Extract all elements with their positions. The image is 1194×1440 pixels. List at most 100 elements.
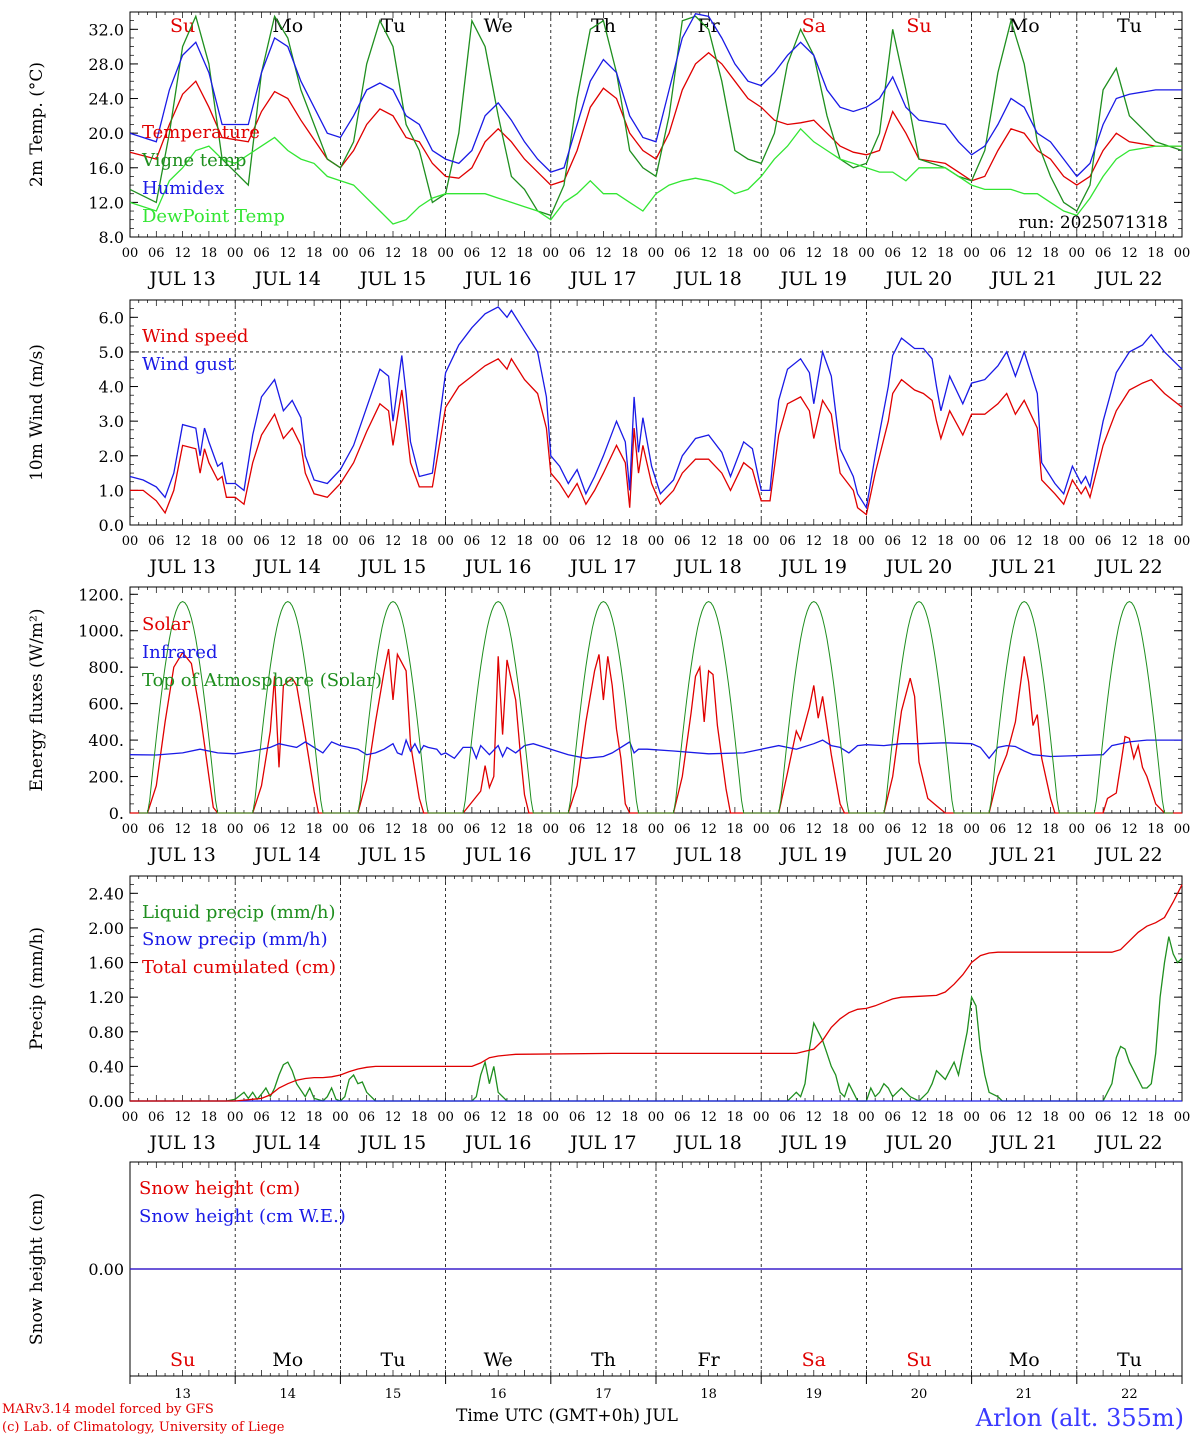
series-line bbox=[130, 884, 1183, 1102]
y-tick-label: 12.0 bbox=[88, 193, 124, 212]
x-axis-title: Time UTC (GMT+0h) JUL bbox=[456, 1406, 678, 1426]
hour-tick-label: 18 bbox=[1147, 822, 1164, 837]
hour-tick-label: 12 bbox=[174, 246, 191, 261]
hour-tick-label: 06 bbox=[253, 822, 270, 837]
hour-tick-label: 06 bbox=[779, 534, 796, 549]
hour-tick-label: 00 bbox=[437, 534, 454, 549]
hour-tick-label: 00 bbox=[122, 534, 139, 549]
hour-tick-label: 12 bbox=[595, 246, 612, 261]
hour-tick-label: 06 bbox=[464, 822, 481, 837]
hour-tick-label: 12 bbox=[280, 246, 297, 261]
weekday-label: Fr bbox=[697, 1349, 720, 1371]
day-label: JUL 22 bbox=[1094, 844, 1162, 866]
series-line bbox=[129, 12, 1182, 178]
hour-tick-label: 12 bbox=[700, 534, 717, 549]
hour-tick-label: 00 bbox=[1174, 534, 1191, 549]
hour-tick-label: 00 bbox=[963, 246, 980, 261]
y-tick-label: 1200. bbox=[78, 585, 124, 604]
hour-tick-label: 00 bbox=[437, 1110, 454, 1125]
hour-tick-label: 18 bbox=[1147, 534, 1164, 549]
hour-tick-label: 00 bbox=[858, 1110, 875, 1125]
weekday-label: Th bbox=[591, 1349, 616, 1371]
hour-tick-label: 12 bbox=[1121, 822, 1138, 837]
day-number-label: 16 bbox=[490, 1387, 507, 1402]
hour-tick-label: 18 bbox=[411, 534, 428, 549]
day-number-label: 17 bbox=[595, 1387, 612, 1402]
y-tick-label: 20.0 bbox=[88, 124, 124, 143]
hour-tick-label: 06 bbox=[358, 1110, 375, 1125]
hour-tick-label: 00 bbox=[332, 534, 349, 549]
day-label: JUL 21 bbox=[989, 556, 1057, 578]
hour-tick-label: 12 bbox=[490, 246, 507, 261]
day-label: JUL 14 bbox=[253, 556, 321, 578]
legend-entry: Wind gust bbox=[142, 354, 235, 375]
hour-tick-label: 06 bbox=[569, 822, 586, 837]
hour-tick-label: 12 bbox=[806, 246, 823, 261]
y-axis-label: 2m Temp. (°C) bbox=[27, 62, 47, 187]
day-label: JUL 22 bbox=[1094, 556, 1162, 578]
y-tick-label: 2.00 bbox=[88, 919, 124, 938]
hour-tick-label: 00 bbox=[1069, 534, 1086, 549]
hour-tick-label: 18 bbox=[727, 246, 744, 261]
hour-tick-label: 06 bbox=[358, 534, 375, 549]
hour-tick-label: 12 bbox=[1016, 246, 1033, 261]
legend-entry: Total cumulated (cm) bbox=[142, 957, 336, 978]
hour-tick-label: 18 bbox=[306, 1110, 323, 1125]
day-label: JUL 19 bbox=[779, 844, 847, 866]
hour-tick-label: 18 bbox=[937, 822, 954, 837]
day-number-label: 19 bbox=[806, 1387, 823, 1402]
hour-tick-label: 00 bbox=[648, 246, 665, 261]
day-label: JUL 21 bbox=[989, 268, 1057, 290]
hour-tick-label: 18 bbox=[937, 1110, 954, 1125]
hour-tick-label: 12 bbox=[700, 822, 717, 837]
hour-tick-label: 06 bbox=[779, 1110, 796, 1125]
hour-tick-label: 18 bbox=[727, 1110, 744, 1125]
day-label: JUL 13 bbox=[147, 1132, 215, 1154]
hour-tick-label: 00 bbox=[543, 246, 560, 261]
y-axis-label: Snow height (cm) bbox=[27, 1193, 47, 1345]
hour-tick-label: 06 bbox=[884, 822, 901, 837]
legend-entry: Top of Atmosphere (Solar) bbox=[142, 670, 382, 691]
weekday-label: Mo bbox=[1009, 15, 1040, 37]
hour-tick-label: 18 bbox=[621, 1110, 638, 1125]
y-tick-label: 1.0 bbox=[99, 481, 124, 500]
hour-tick-label: 00 bbox=[543, 534, 560, 549]
hour-tick-label: 18 bbox=[1147, 246, 1164, 261]
y-tick-label: 4.0 bbox=[99, 378, 124, 397]
legend-entry: Wind speed bbox=[142, 326, 248, 347]
hour-tick-label: 18 bbox=[306, 822, 323, 837]
day-label: JUL 17 bbox=[568, 556, 636, 578]
hour-tick-label: 00 bbox=[753, 246, 770, 261]
weekday-label: We bbox=[484, 1349, 513, 1371]
hour-tick-label: 06 bbox=[464, 1110, 481, 1125]
day-label: JUL 16 bbox=[463, 844, 531, 866]
hour-tick-label: 12 bbox=[595, 1110, 612, 1125]
hour-tick-label: 12 bbox=[595, 534, 612, 549]
hour-tick-label: 06 bbox=[990, 822, 1007, 837]
y-axis-label: Energy fluxes (W/m²) bbox=[27, 609, 47, 792]
hour-tick-label: 12 bbox=[911, 1110, 928, 1125]
hour-tick-label: 00 bbox=[648, 822, 665, 837]
y-tick-label: 800. bbox=[88, 658, 124, 677]
hour-tick-label: 12 bbox=[385, 534, 402, 549]
hour-tick-label: 06 bbox=[990, 246, 1007, 261]
day-label: JUL 18 bbox=[673, 556, 741, 578]
y-tick-label: 1.20 bbox=[88, 988, 124, 1007]
day-label: JUL 15 bbox=[358, 556, 426, 578]
hour-tick-label: 18 bbox=[621, 246, 638, 261]
hour-tick-label: 18 bbox=[727, 534, 744, 549]
series-line bbox=[129, 738, 1182, 761]
day-label: JUL 21 bbox=[989, 844, 1057, 866]
hour-tick-label: 06 bbox=[990, 1110, 1007, 1125]
hour-tick-label: 00 bbox=[1069, 822, 1086, 837]
y-tick-label: 0.40 bbox=[88, 1057, 124, 1076]
hour-tick-label: 12 bbox=[490, 1110, 507, 1125]
weekday-label: Tu bbox=[381, 1349, 406, 1371]
y-tick-label: 2.0 bbox=[99, 447, 124, 466]
hour-tick-label: 00 bbox=[543, 822, 560, 837]
hour-tick-label: 06 bbox=[253, 534, 270, 549]
y-tick-label: 0.80 bbox=[88, 1023, 124, 1042]
hour-tick-label: 06 bbox=[779, 822, 796, 837]
hour-tick-label: 12 bbox=[700, 1110, 717, 1125]
